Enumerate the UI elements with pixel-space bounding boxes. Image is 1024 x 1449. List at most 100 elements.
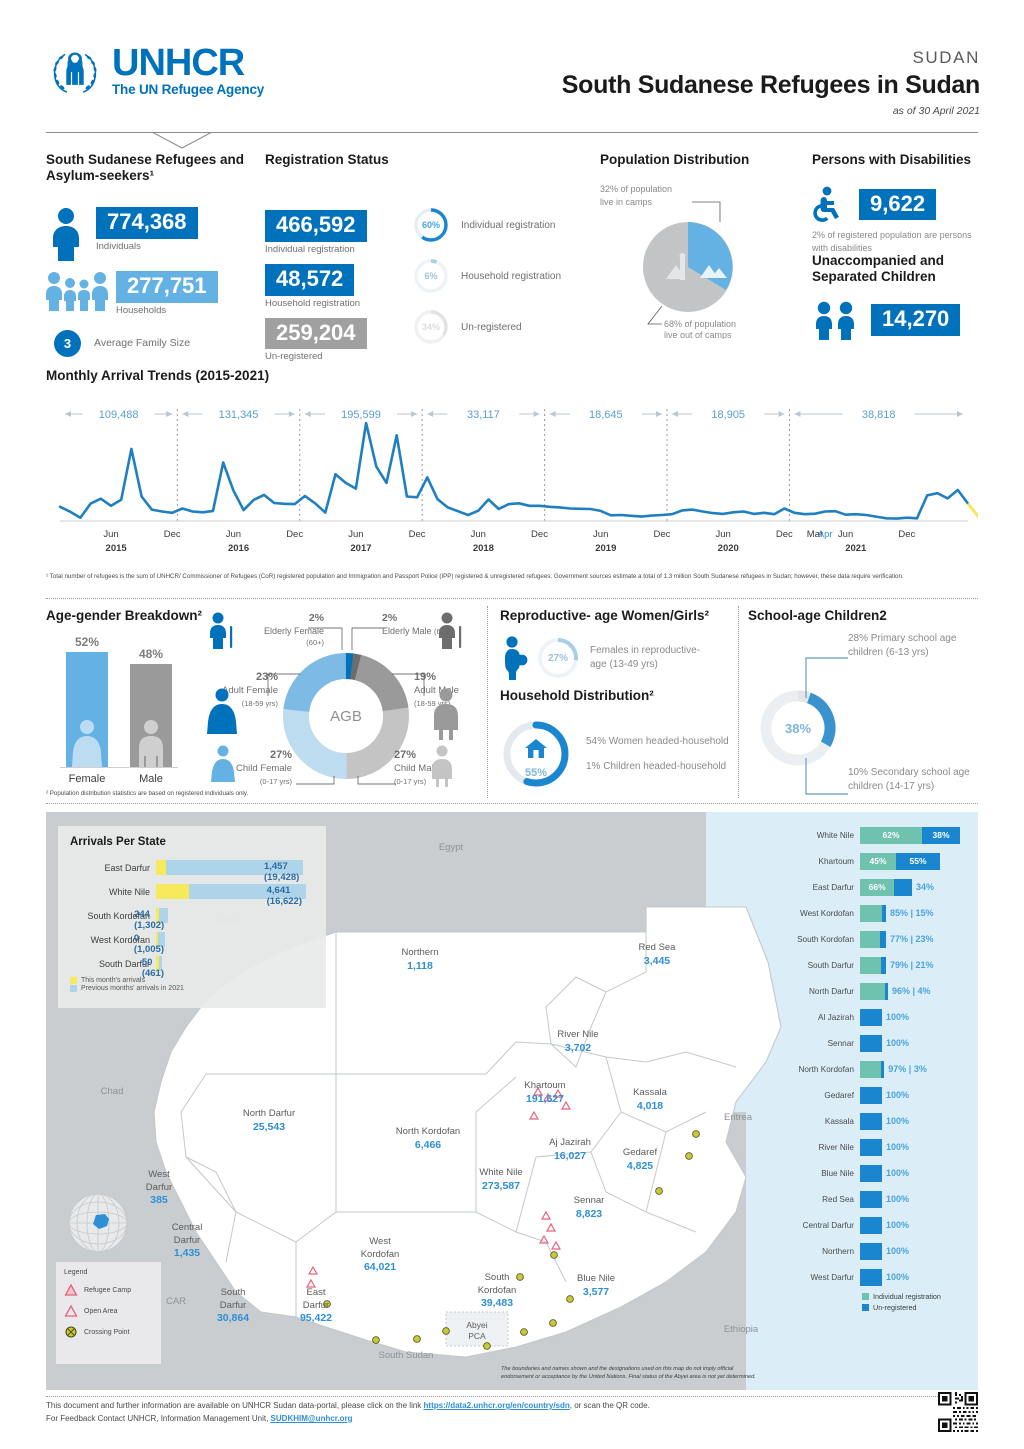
arrivals-bars: 50 (461) <box>142 956 164 979</box>
map-state-name: Kassala <box>633 1087 668 1098</box>
wheelchair-icon <box>813 187 839 223</box>
state-bar-unregistered <box>885 982 888 1000</box>
legend-swatch-unregistered <box>862 1304 869 1311</box>
state-bar-unregistered <box>860 1034 882 1052</box>
state-registration-row: Sennar 100% <box>786 1030 972 1056</box>
state-bars: 100% <box>860 1216 972 1234</box>
svg-text:2017: 2017 <box>350 543 371 554</box>
footer-text-c: For Feedback Contact UNHCR, Information … <box>46 1413 271 1423</box>
average-family-size-label: Average Family Size <box>94 337 191 350</box>
school-age-secondary: 10% Secondary school age children (14-17… <box>848 767 970 792</box>
state-bars: 100% <box>860 1112 972 1130</box>
svg-text:Jun: Jun <box>593 529 608 540</box>
svg-text:2021: 2021 <box>845 543 867 554</box>
state-pct-label: 79% | 21% <box>890 960 934 970</box>
svg-text:Dec: Dec <box>653 529 670 540</box>
ring-row-household: 6% Household registration <box>412 257 592 295</box>
state-bars: 62% 38% <box>860 826 972 844</box>
legend-swatch-prev-months <box>70 985 77 992</box>
state-bar-unregistered <box>860 1190 882 1208</box>
map-legend: Legend Refugee Camp Open Area Crossing P… <box>56 1262 161 1364</box>
state-registration-row: River Nile 100% <box>786 1134 972 1160</box>
state-name: East Darfur <box>812 882 854 892</box>
arrivals-state-name: South Darfur <box>98 958 150 969</box>
svg-text:Dec: Dec <box>898 529 915 540</box>
child-male-pct: 27% <box>394 749 417 761</box>
arrivals-bars: 244 (1,302) <box>134 908 169 931</box>
legend-refugee-camp-label: Refugee Camp <box>84 1286 132 1294</box>
school-age-title: School-age Children2 <box>748 608 887 623</box>
svg-text:South Sudan: South Sudan <box>379 1350 434 1361</box>
map-state-value: 4,825 <box>627 1160 653 1172</box>
state-registration-row: West Darfur 100% <box>786 1264 972 1290</box>
svg-text:Mar: Mar <box>807 529 823 540</box>
sudan-map[interactable]: Egypt Chad CAR South Sudan Ethiopia Erit… <box>46 812 978 1390</box>
svg-text:52%: 52% <box>75 635 99 649</box>
state-pct-label: 34% <box>915 882 934 892</box>
household-distribution-block: Household Distribution² 55% 54% Women he… <box>500 688 732 790</box>
population-distribution-block: Population Distribution 32% of populatio… <box>600 152 790 344</box>
child-male-name: Child Male <box>394 762 439 774</box>
map-state-name: White Nile <box>479 1167 522 1178</box>
unaccompanied-title: Unaccompanied and Separated Children <box>812 253 945 285</box>
registration-block: Registration Status 466,592 Individual r… <box>265 152 410 362</box>
adult-male-range: (18-59 yrs) <box>414 698 451 708</box>
legend-label-this-month: This month's arrivals <box>81 977 145 984</box>
svg-text:Jun: Jun <box>715 529 730 540</box>
svg-text:2020: 2020 <box>718 543 739 554</box>
reproductive-pct: 27% <box>547 652 568 664</box>
arrivals-legend-prev-months: Previous months' arrivals in 2021 <box>70 985 314 992</box>
crossing-point-icon <box>65 1326 77 1338</box>
monthly-arrival-trends: Monthly Arrival Trends (2015-2021) 109,4… <box>46 368 1024 568</box>
unaccompanied-block: Unaccompanied and Separated Children 14,… <box>812 253 982 340</box>
svg-text:Jun: Jun <box>103 529 118 540</box>
gender-bars-chart: 52% 48% Female Male <box>60 635 178 785</box>
individuals-value: 774,368 <box>96 206 198 239</box>
state-individual-pct: 66% <box>868 882 886 892</box>
svg-text:live out of camps: live out of camps <box>664 330 732 339</box>
unhcr-logo: UNHCR The UN Refugee Agency <box>46 42 264 100</box>
state-pct-label: 100% <box>886 1194 910 1204</box>
state-bars: 96% | 4% <box>860 982 972 1000</box>
arrivals-bar-prev-months <box>166 860 304 875</box>
legend-label-individual: Individual registration <box>873 1292 941 1301</box>
state-bar-unregistered <box>860 1112 882 1130</box>
disabilities-note: 2% of registered population are persons … <box>812 230 972 254</box>
arrivals-bar-prev-months <box>158 932 166 947</box>
arrivals-bar-this-month <box>156 908 159 923</box>
state-pct-label: 77% | 23% <box>890 934 934 944</box>
country-label: SUDAN <box>912 48 980 67</box>
map-state-name: North Kordofan <box>396 1126 460 1137</box>
elderly-male-name: Elderly Male <box>382 625 432 636</box>
legend-swatch-individual <box>862 1293 869 1300</box>
svg-text:2018: 2018 <box>473 543 494 554</box>
arrivals-bar-prev-months <box>188 884 306 899</box>
map-state-name: Darfur <box>174 1235 200 1246</box>
trends-title: Monthly Arrival Trends (2015-2021) <box>46 368 270 383</box>
state-unregistered-pct: 38% <box>932 830 950 840</box>
map-state-value: 95,422 <box>300 1312 332 1324</box>
map-state-name: Kordofan <box>478 1285 517 1296</box>
refugee-camp-markers <box>305 1086 572 1288</box>
state-bars: 77% | 23% <box>860 930 972 948</box>
reproductive-ring: 27% <box>536 636 580 680</box>
child-female-range: (0-17 yrs) <box>259 776 292 786</box>
map-state-name: Blue Nile <box>577 1273 615 1284</box>
households-value: 277,751 <box>116 270 218 303</box>
school-age-block: School-age Children2 38% 28% Primary sch… <box>748 608 983 808</box>
map-state-name: West <box>369 1236 391 1247</box>
qr-code-icon[interactable] <box>938 1392 978 1432</box>
header-divider <box>46 132 978 133</box>
child-female-name: Child Female <box>236 762 292 774</box>
contact-email-link[interactable]: SUDKHIM@unhcr.org <box>270 1413 353 1423</box>
map-state-value: 64,021 <box>364 1261 396 1273</box>
individual-ring-label: Individual registration <box>461 219 556 231</box>
households-label: Households <box>116 304 167 316</box>
state-bars: 100% <box>860 1190 972 1208</box>
map-state-value: 3,577 <box>583 1286 609 1298</box>
individual-registration-label: Individual registration <box>265 244 355 256</box>
elderly-female-name: Elderly Female <box>263 625 324 636</box>
data-portal-link[interactable]: https://data2.unhcr.org/en/country/sdn <box>423 1401 570 1410</box>
map-state-name: South <box>485 1272 510 1283</box>
state-bars: 85% | 15% <box>860 904 972 922</box>
